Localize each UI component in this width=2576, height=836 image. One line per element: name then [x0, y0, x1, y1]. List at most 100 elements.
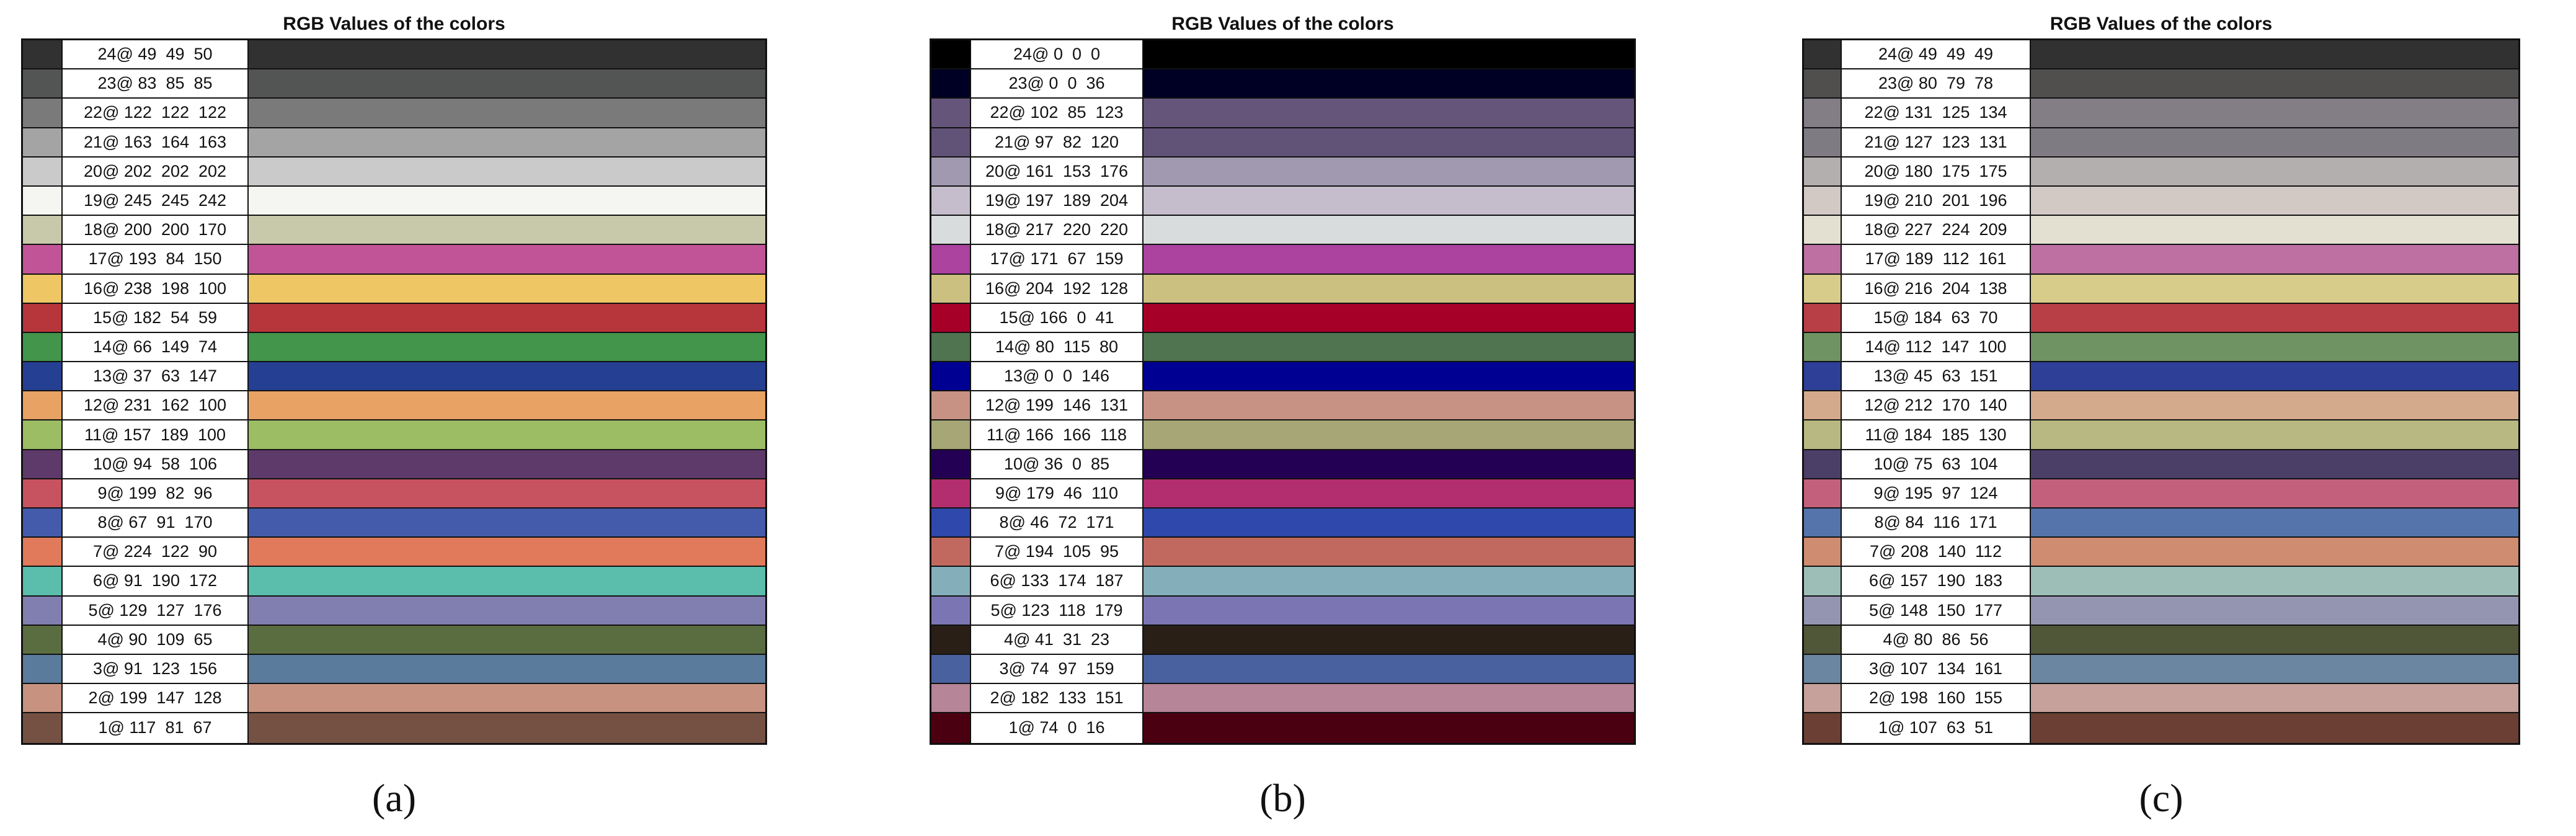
color-row: 4@ 80 86 56 — [1804, 625, 2518, 655]
color-row: 9@ 179 46 110 — [931, 479, 1634, 509]
color-swatch — [23, 509, 63, 537]
color-bar — [249, 567, 765, 595]
color-bar — [249, 362, 765, 391]
color-bar — [2031, 245, 2518, 273]
color-swatch — [1804, 332, 1842, 362]
color-bar — [2031, 713, 2518, 743]
color-row: 5@ 148 150 177 — [1804, 596, 2518, 626]
color-bar — [249, 157, 765, 185]
color-bar — [1144, 303, 1634, 332]
color-table: 24@ 0 0 0 23@ 0 0 36 22@ 102 85 123 21@ 97 … — [930, 38, 1636, 745]
color-swatch — [931, 450, 971, 478]
rgb-label: 24@ 49 49 49 — [1842, 40, 2031, 69]
color-bar — [2031, 40, 2518, 69]
color-row: 2@ 198 160 155 — [1804, 684, 2518, 714]
rgb-label: 13@ 45 63 151 — [1842, 362, 2031, 391]
rgb-label: 15@ 166 0 41 — [971, 303, 1144, 332]
color-row: 12@ 199 146 131 — [931, 391, 1634, 421]
color-swatch — [23, 40, 63, 69]
color-swatch — [931, 216, 971, 244]
rgb-label: 11@ 166 166 118 — [971, 420, 1144, 449]
color-table: 24@ 49 49 50 23@ 83 85 85 22@ 122 122 122 2… — [21, 38, 767, 745]
panel: RGB Values of the colors 24@ 0 0 0 23@ 0 0… — [930, 0, 1636, 836]
color-swatch — [23, 332, 63, 362]
rgb-label: 10@ 36 0 85 — [971, 450, 1144, 478]
rgb-label: 5@ 123 118 179 — [971, 596, 1144, 625]
color-swatch — [1804, 216, 1842, 244]
color-bar — [1144, 391, 1634, 420]
color-swatch — [23, 303, 63, 332]
color-row: 14@ 66 149 74 — [23, 332, 765, 363]
panel-caption: (a) — [371, 776, 417, 820]
color-row: 3@ 91 123 156 — [23, 654, 765, 685]
rgb-label: 24@ 49 49 50 — [63, 40, 249, 69]
color-row: 23@ 83 85 85 — [23, 69, 765, 99]
color-row: 7@ 194 105 95 — [931, 538, 1634, 567]
color-row: 1@ 107 63 51 — [1804, 713, 2518, 743]
rgb-label: 20@ 161 153 176 — [971, 157, 1144, 185]
color-bar — [1144, 128, 1634, 156]
rgb-label: 2@ 199 147 128 — [63, 684, 249, 713]
color-row: 21@ 127 123 131 — [1804, 128, 2518, 158]
color-swatch — [1804, 567, 1842, 595]
color-swatch — [931, 713, 971, 743]
color-bar — [249, 625, 765, 654]
color-swatch — [931, 479, 971, 507]
color-swatch — [23, 69, 63, 98]
color-row: 21@ 97 82 120 — [931, 128, 1634, 158]
color-swatch — [1804, 713, 1842, 743]
color-bar — [1144, 157, 1634, 185]
color-row: 5@ 129 127 176 — [23, 596, 765, 626]
color-swatch — [1804, 303, 1842, 332]
color-bar — [249, 99, 765, 127]
color-swatch — [23, 157, 63, 185]
rgb-label: 14@ 66 149 74 — [63, 332, 249, 362]
color-bar — [2031, 479, 2518, 507]
color-bar — [1144, 40, 1634, 69]
rgb-label: 12@ 231 162 100 — [63, 391, 249, 420]
color-swatch — [1804, 391, 1842, 420]
color-row: 19@ 197 189 204 — [931, 186, 1634, 216]
color-swatch — [23, 567, 63, 595]
color-bar — [249, 186, 765, 215]
rgb-label: 20@ 180 175 175 — [1842, 157, 2031, 185]
rgb-label: 20@ 202 202 202 — [63, 157, 249, 185]
color-swatch — [23, 538, 63, 566]
rgb-label: 18@ 200 200 170 — [63, 216, 249, 244]
color-row: 8@ 67 91 170 — [23, 509, 765, 538]
color-swatch — [931, 420, 971, 449]
rgb-label: 11@ 184 185 130 — [1842, 420, 2031, 449]
color-swatch — [931, 303, 971, 332]
color-row: 14@ 80 115 80 — [931, 332, 1634, 363]
rgb-label: 8@ 46 72 171 — [971, 509, 1144, 537]
color-bar — [1144, 99, 1634, 127]
color-row: 1@ 74 0 16 — [931, 713, 1634, 743]
color-row: 13@ 37 63 147 — [23, 362, 765, 392]
color-row: 11@ 157 189 100 — [23, 420, 765, 450]
rgb-label: 3@ 107 134 161 — [1842, 654, 2031, 683]
color-swatch — [23, 362, 63, 391]
color-bar — [2031, 332, 2518, 362]
rgb-label: 15@ 182 54 59 — [63, 303, 249, 332]
color-bar — [2031, 274, 2518, 303]
color-swatch — [931, 99, 971, 127]
color-swatch — [23, 596, 63, 625]
color-row: 2@ 199 147 128 — [23, 684, 765, 714]
color-swatch — [1804, 128, 1842, 156]
color-row: 23@ 80 79 78 — [1804, 69, 2518, 99]
color-swatch — [23, 713, 63, 743]
color-swatch — [1804, 69, 1842, 98]
panel-title: RGB Values of the colors — [2050, 14, 2273, 34]
color-swatch — [23, 245, 63, 273]
color-swatch — [23, 420, 63, 449]
rgb-label: 3@ 91 123 156 — [63, 654, 249, 683]
rgb-label: 24@ 0 0 0 — [971, 40, 1144, 69]
color-row: 6@ 157 190 183 — [1804, 567, 2518, 597]
color-bar — [1144, 654, 1634, 683]
color-row: 24@ 49 49 50 — [23, 40, 765, 70]
color-bar — [249, 391, 765, 420]
color-swatch — [931, 40, 971, 69]
color-bar — [249, 713, 765, 743]
color-row: 22@ 102 85 123 — [931, 99, 1634, 128]
color-swatch — [1804, 538, 1842, 566]
